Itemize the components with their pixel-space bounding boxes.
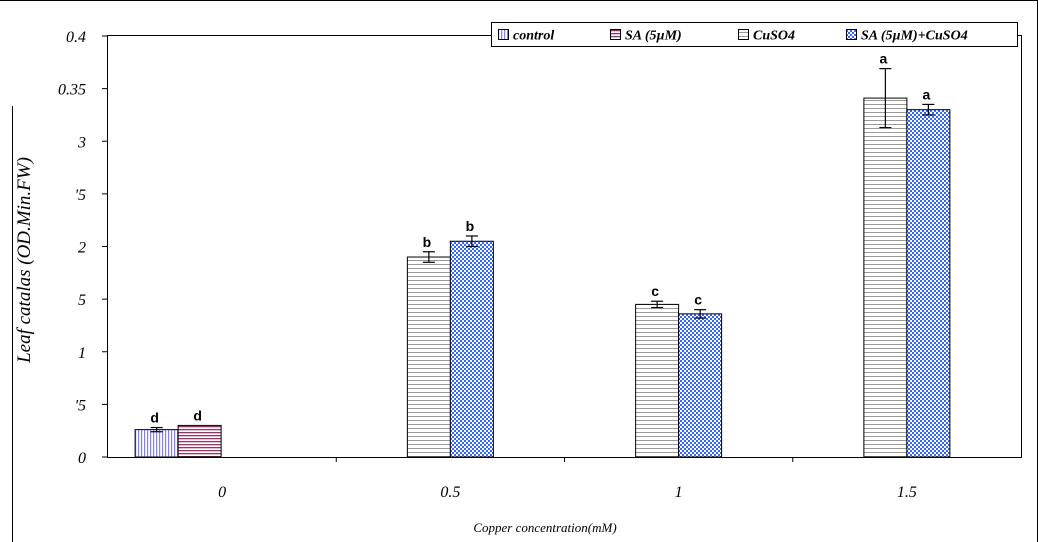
bar bbox=[635, 303, 680, 458]
y-tick-label: 0 bbox=[78, 450, 86, 467]
legend-swatch bbox=[738, 29, 749, 40]
significance-label: b bbox=[423, 234, 432, 250]
legend-label: control bbox=[513, 29, 554, 44]
legend-swatch bbox=[498, 29, 509, 40]
legend-box bbox=[491, 22, 1018, 47]
legend-label: CuSO4 bbox=[753, 29, 795, 44]
x-tick-label: 0 bbox=[218, 484, 226, 501]
bar bbox=[906, 109, 951, 458]
significance-label: c bbox=[651, 283, 659, 299]
legend-swatch bbox=[846, 29, 857, 40]
x-tick-label: 1 bbox=[675, 484, 683, 501]
error-bars-layer bbox=[150, 68, 935, 433]
y-tick-label: 0.4 bbox=[66, 29, 86, 46]
legend-label: SA (5µM)+CuSO4 bbox=[861, 29, 968, 44]
y-tick-label: 0.35 bbox=[58, 82, 86, 99]
bar bbox=[678, 313, 723, 458]
x-tick-label: 1.5 bbox=[897, 484, 917, 501]
y-tick-label: 1 bbox=[78, 345, 86, 362]
significance-label: b bbox=[466, 218, 475, 234]
y-tick-label: 3 bbox=[77, 134, 86, 151]
y-axis-ticks: 0 '5 1 5 2 '5 3 0.35 0.4 bbox=[58, 29, 108, 467]
y-axis-label: Leaf catalas (OD.Min.FW) bbox=[14, 157, 35, 364]
y-tick-label: '5 bbox=[75, 397, 86, 414]
significance-label: d bbox=[193, 407, 202, 423]
x-axis-label: Copper concentration(mM) bbox=[473, 520, 616, 535]
legend: control SA (5µM) CuSO4 SA (5µM)+CuSO4 bbox=[491, 22, 1018, 47]
y-tick-label: '5 bbox=[75, 187, 86, 204]
bars-layer bbox=[134, 97, 951, 458]
bar bbox=[449, 240, 494, 458]
significance-label: d bbox=[150, 410, 159, 426]
significance-label: c bbox=[694, 292, 702, 308]
y-tick-label: 5 bbox=[78, 292, 86, 309]
bar bbox=[863, 97, 908, 458]
legend-swatch bbox=[610, 29, 621, 40]
significance-label: a bbox=[922, 86, 930, 102]
bar bbox=[134, 429, 179, 458]
significance-labels-layer: d d b b c c a a bbox=[150, 51, 930, 426]
legend-label: SA (5µM) bbox=[625, 29, 682, 44]
bar bbox=[406, 256, 451, 458]
x-tick-label: 0.5 bbox=[440, 484, 460, 501]
bar bbox=[177, 424, 222, 458]
significance-label: a bbox=[879, 51, 887, 67]
y-tick-label: 2 bbox=[78, 240, 86, 257]
x-axis-ticks: 0 0.5 1 1.5 bbox=[218, 457, 917, 501]
